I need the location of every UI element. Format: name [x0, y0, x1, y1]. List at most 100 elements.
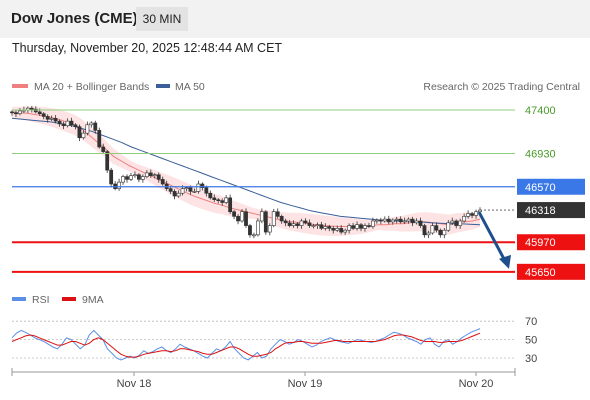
- candle: [462, 213, 467, 223]
- candle-body: [244, 211, 248, 226]
- candle-body: [359, 224, 363, 229]
- candle-body: [287, 222, 292, 226]
- pivot-tag: [517, 178, 585, 195]
- candle-body: [252, 234, 256, 237]
- candle-body: [160, 179, 165, 185]
- candle-body: [291, 223, 296, 226]
- candle: [271, 208, 276, 228]
- candle-body: [410, 218, 415, 224]
- candle: [220, 198, 225, 206]
- candle: [279, 214, 284, 224]
- candle: [53, 115, 58, 124]
- candle: [458, 218, 463, 229]
- candle-body: [398, 218, 403, 223]
- rsi-legend-label: RSI: [32, 294, 50, 306]
- candle-body: [109, 169, 114, 185]
- candle-body: [335, 228, 340, 231]
- interval-button[interactable]: 30 MIN: [136, 7, 188, 31]
- candle-body: [105, 151, 110, 171]
- candle-body: [363, 225, 367, 229]
- candle: [402, 217, 407, 225]
- candle: [335, 225, 340, 232]
- candle-body: [422, 225, 427, 236]
- candle-body: [414, 220, 419, 224]
- candle-body: [462, 216, 467, 222]
- candle: [228, 194, 233, 214]
- candle: [466, 210, 471, 219]
- candle-body: [57, 120, 62, 125]
- candle: [224, 195, 229, 205]
- candle-body: [355, 224, 359, 229]
- candle-body: [14, 112, 18, 115]
- candle-body: [192, 191, 197, 193]
- candle-body: [434, 225, 439, 231]
- candle: [394, 216, 399, 224]
- candle-body: [117, 181, 121, 189]
- candle-body: [156, 174, 161, 180]
- resistance-label: 47400: [525, 105, 556, 117]
- candle: [311, 223, 316, 229]
- candle: [359, 223, 363, 232]
- candle-body: [85, 124, 90, 134]
- candle-body: [204, 187, 209, 194]
- candle: [450, 217, 455, 226]
- header-bar: Dow Jones (CME) 30 MIN: [0, 0, 590, 38]
- rsi-ma9-line: [11, 332, 481, 358]
- candle-body: [69, 120, 74, 126]
- candle: [97, 127, 102, 149]
- candle: [212, 194, 217, 202]
- candle: [133, 171, 137, 178]
- candle: [267, 223, 272, 236]
- ma50-legend-swatch: [156, 84, 170, 88]
- candle-body: [406, 218, 411, 222]
- candle-body: [323, 226, 328, 229]
- candle-body: [240, 211, 244, 222]
- candle: [244, 208, 248, 228]
- candle-body: [65, 120, 70, 127]
- ma50-legend-label: MA 50: [175, 81, 205, 93]
- candle: [113, 181, 118, 191]
- candle-body: [315, 224, 320, 226]
- candle: [351, 222, 355, 231]
- candle-body: [232, 211, 237, 217]
- rsi-legend-swatch: [12, 297, 26, 301]
- candle-body: [61, 123, 66, 127]
- candle: [89, 121, 94, 128]
- candle: [29, 105, 34, 113]
- candle: [240, 208, 244, 223]
- candle: [263, 210, 268, 235]
- candle-body: [140, 176, 145, 180]
- candle: [347, 223, 352, 234]
- x-tick-label: Nov 18: [117, 378, 152, 390]
- candle-body: [172, 191, 177, 197]
- candle-body: [133, 174, 137, 177]
- candle: [355, 221, 359, 231]
- candle: [192, 188, 197, 194]
- candle-body: [331, 228, 336, 231]
- candle: [331, 226, 336, 234]
- candle-body: [402, 220, 407, 223]
- candle-body: [418, 220, 423, 226]
- instrument-title: Dow Jones (CME): [11, 10, 138, 27]
- candle: [406, 217, 411, 224]
- candle: [140, 174, 145, 183]
- candle: [426, 230, 431, 239]
- rsi-tick-label: 50: [525, 335, 537, 347]
- candle: [382, 216, 387, 223]
- candle-body: [454, 220, 459, 226]
- candle: [14, 110, 18, 118]
- candle: [434, 222, 439, 233]
- candle: [378, 217, 383, 225]
- candle: [160, 176, 165, 186]
- candle-body: [176, 192, 181, 197]
- candle-body: [275, 211, 280, 217]
- rsi-tick-label: 70: [525, 316, 537, 328]
- candle: [367, 222, 371, 229]
- candle-body: [144, 172, 149, 177]
- candle: [259, 208, 264, 224]
- candle-body: [426, 232, 431, 236]
- candle-body: [93, 122, 98, 131]
- candle: [61, 121, 66, 130]
- candle-body: [188, 187, 193, 192]
